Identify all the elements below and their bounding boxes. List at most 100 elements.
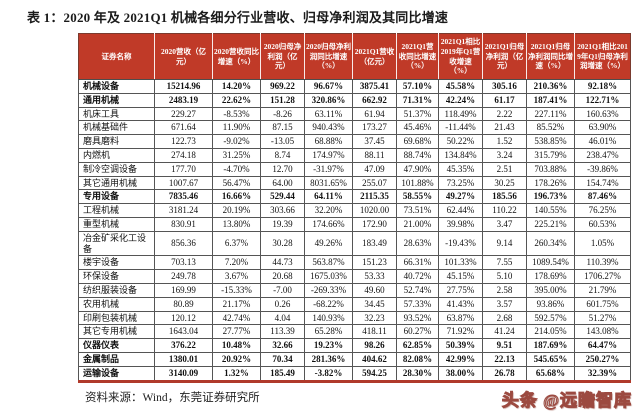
table-title: 表 1：2020 年及 2021Q1 机械各细分行业营收、归母净利润及其同比增速 <box>27 10 449 25</box>
cell-value: 41.24 <box>482 324 527 340</box>
cell-value: 1.52 <box>482 134 527 149</box>
cell-value: 62.44% <box>438 203 483 218</box>
cell-value: 140.55% <box>526 203 575 218</box>
table-row: 农用机械 80.89 21.17% 0.26 -68.22% 34.45 57.33% 41.… <box>78 296 631 312</box>
cell-value: 3181.24 <box>154 203 213 218</box>
cell-value: 2.58 <box>482 282 527 298</box>
cell-value: -8.53% <box>212 106 261 122</box>
cell-value: 19.39 <box>260 216 305 232</box>
cell-value: 830.91 <box>154 216 213 232</box>
cell-value: 37.45 <box>352 134 397 149</box>
table-row: 制冷空调设备 177.70 -4.70% 12.70 -31.97% 47.09 47.90… <box>78 161 631 177</box>
cell-value: 1.32% <box>212 365 261 382</box>
cell-value: 969.22 <box>260 79 305 94</box>
table-row: 专用设备 7835.46 16.66% 529.44 64.11% 2115.35 58.5… <box>78 189 631 205</box>
cell-value: 2115.35 <box>352 189 397 205</box>
row-name: 重型机械 <box>78 216 155 232</box>
cell-value: 87.46% <box>574 189 631 205</box>
table-row: 纺织服装设备 169.99 -15.33% -7.00 -269.33% 49.60 52.… <box>78 282 631 298</box>
cell-value: 28.63% <box>396 230 439 257</box>
cell-value: 73.25% <box>438 175 483 191</box>
cell-value: 7.55 <box>482 255 527 271</box>
cell-value: 21.17% <box>212 296 261 312</box>
table-row: 印刷包装机械 120.12 42.74% 4.04 140.93% 32.23 93.52%… <box>78 310 631 326</box>
cell-value: 32.20% <box>304 203 353 218</box>
cell-value: 178.26% <box>526 175 575 191</box>
row-name: 机械设备 <box>78 79 155 94</box>
cell-value: 88.11 <box>352 147 397 163</box>
cell-value: 113.39 <box>260 324 305 340</box>
cell-value: 20.68 <box>260 269 305 284</box>
cell-value: 69.68% <box>396 134 439 149</box>
cell-value: 260.34% <box>526 230 575 257</box>
cell-value: 21.43 <box>482 120 527 136</box>
row-name: 农用机械 <box>78 296 155 312</box>
cell-value: 122.71% <box>574 92 631 108</box>
cell-value: 172.90 <box>352 216 397 232</box>
cell-value: 46.01% <box>574 134 631 149</box>
row-name: 机床工具 <box>78 106 155 122</box>
table-header: 证券名称 2020营收（亿元） 2020营收同比增速（%） 2020归母净利润（亿元）… <box>78 33 631 80</box>
cell-value: 16.66% <box>212 189 261 205</box>
cell-value: 32.39% <box>574 365 631 382</box>
table-row: 重型机械 830.91 13.80% 19.39 174.66% 172.90 21.00%… <box>78 216 631 232</box>
cell-value: 19.23% <box>304 338 353 353</box>
table-row: 冶金矿采化工设备 856.36 6.37% 30.28 49.26% 183.49 28.6… <box>78 230 631 257</box>
cell-value: 10.48% <box>212 338 261 353</box>
table-row: 机械基础件 671.64 11.90% 87.15 940.43% 173.27 45.46… <box>78 120 631 136</box>
cell-value: 45.46% <box>396 120 439 136</box>
cell-value: 594.25 <box>352 365 397 382</box>
column-header-9: 2021Q1归母净利润（亿元） <box>482 33 527 80</box>
row-name: 机械基础件 <box>78 120 155 136</box>
cell-value: 303.66 <box>260 203 305 218</box>
table-row: 机床工具 229.27 -8.53% -8.26 63.11% 61.94 51.37% 11… <box>78 106 631 122</box>
cell-value: 50.22% <box>438 134 483 149</box>
cell-value: 250.27% <box>574 351 631 367</box>
table-row: 运输设备 3140.09 1.32% 185.49 -3.82% 594.25 28.30%… <box>78 365 631 382</box>
cell-value: 80.89 <box>154 296 213 312</box>
cell-value: 1.05% <box>574 230 631 257</box>
cell-value: 563.87% <box>304 255 353 271</box>
cell-value: 545.65% <box>526 351 575 367</box>
cell-value: 58.55% <box>396 189 439 205</box>
cell-value: -15.33% <box>212 282 261 298</box>
cell-value: 49.27% <box>438 189 483 205</box>
table-row: 环保设备 249.78 3.67% 20.68 1675.03% 53.33 40.72% 4… <box>78 269 631 284</box>
column-header-7: 2021Q1营收同比增速（%） <box>396 33 439 80</box>
cell-value: 13.80% <box>212 216 261 232</box>
cell-value: 53.33 <box>352 269 397 284</box>
cell-value: 210.36% <box>526 79 575 94</box>
cell-value: 30.25 <box>482 175 527 191</box>
cell-value: 45.58% <box>438 79 483 94</box>
cell-value: 151.23 <box>352 255 397 271</box>
row-name: 制冷空调设备 <box>78 161 155 177</box>
cell-value: 42.99% <box>438 351 483 367</box>
cell-value: 11.90% <box>212 120 261 136</box>
row-name: 仪器仪表 <box>78 338 155 353</box>
cell-value: 14.20% <box>212 79 261 94</box>
cell-value: 1675.03% <box>304 269 353 284</box>
cell-value: 177.70 <box>154 161 213 177</box>
cell-value: 101.88% <box>396 175 439 191</box>
cell-value: 98.26 <box>352 338 397 353</box>
cell-value: 118.49% <box>438 106 483 122</box>
table-row: 通用机械 2483.19 22.62% 151.28 320.86% 662.92 71.3… <box>78 92 631 108</box>
cell-value: 227.11% <box>526 106 575 122</box>
column-header-4: 2020归母净利润（亿元） <box>260 33 305 80</box>
row-name: 冶金矿采化工设备 <box>78 230 155 257</box>
cell-value: 187.41% <box>526 92 575 108</box>
cell-value: 376.22 <box>154 338 213 353</box>
table-row: 内燃机 274.18 31.25% 8.74 174.97% 88.11 88.74% 134… <box>78 147 631 163</box>
cell-value: 45.15% <box>438 269 483 284</box>
column-header-5: 2020归母净利润同比增速（%） <box>304 33 353 80</box>
cell-value: 27.77% <box>212 324 261 340</box>
cell-value: 76.25% <box>574 203 631 218</box>
cell-value: 65.68% <box>526 365 575 382</box>
cell-value: 225.21% <box>526 216 575 232</box>
data-source-note: 资料来源：Wind，东莞证券研究所 <box>85 392 260 404</box>
watermark: 头条 @远瞻智库 <box>501 391 632 411</box>
cell-value: 856.36 <box>154 230 213 257</box>
table-row: 机械设备 15214.96 14.20% 969.22 96.67% 3875.41 57.… <box>78 79 631 94</box>
cell-value: 3875.41 <box>352 79 397 94</box>
cell-value: 110.39% <box>574 255 631 271</box>
